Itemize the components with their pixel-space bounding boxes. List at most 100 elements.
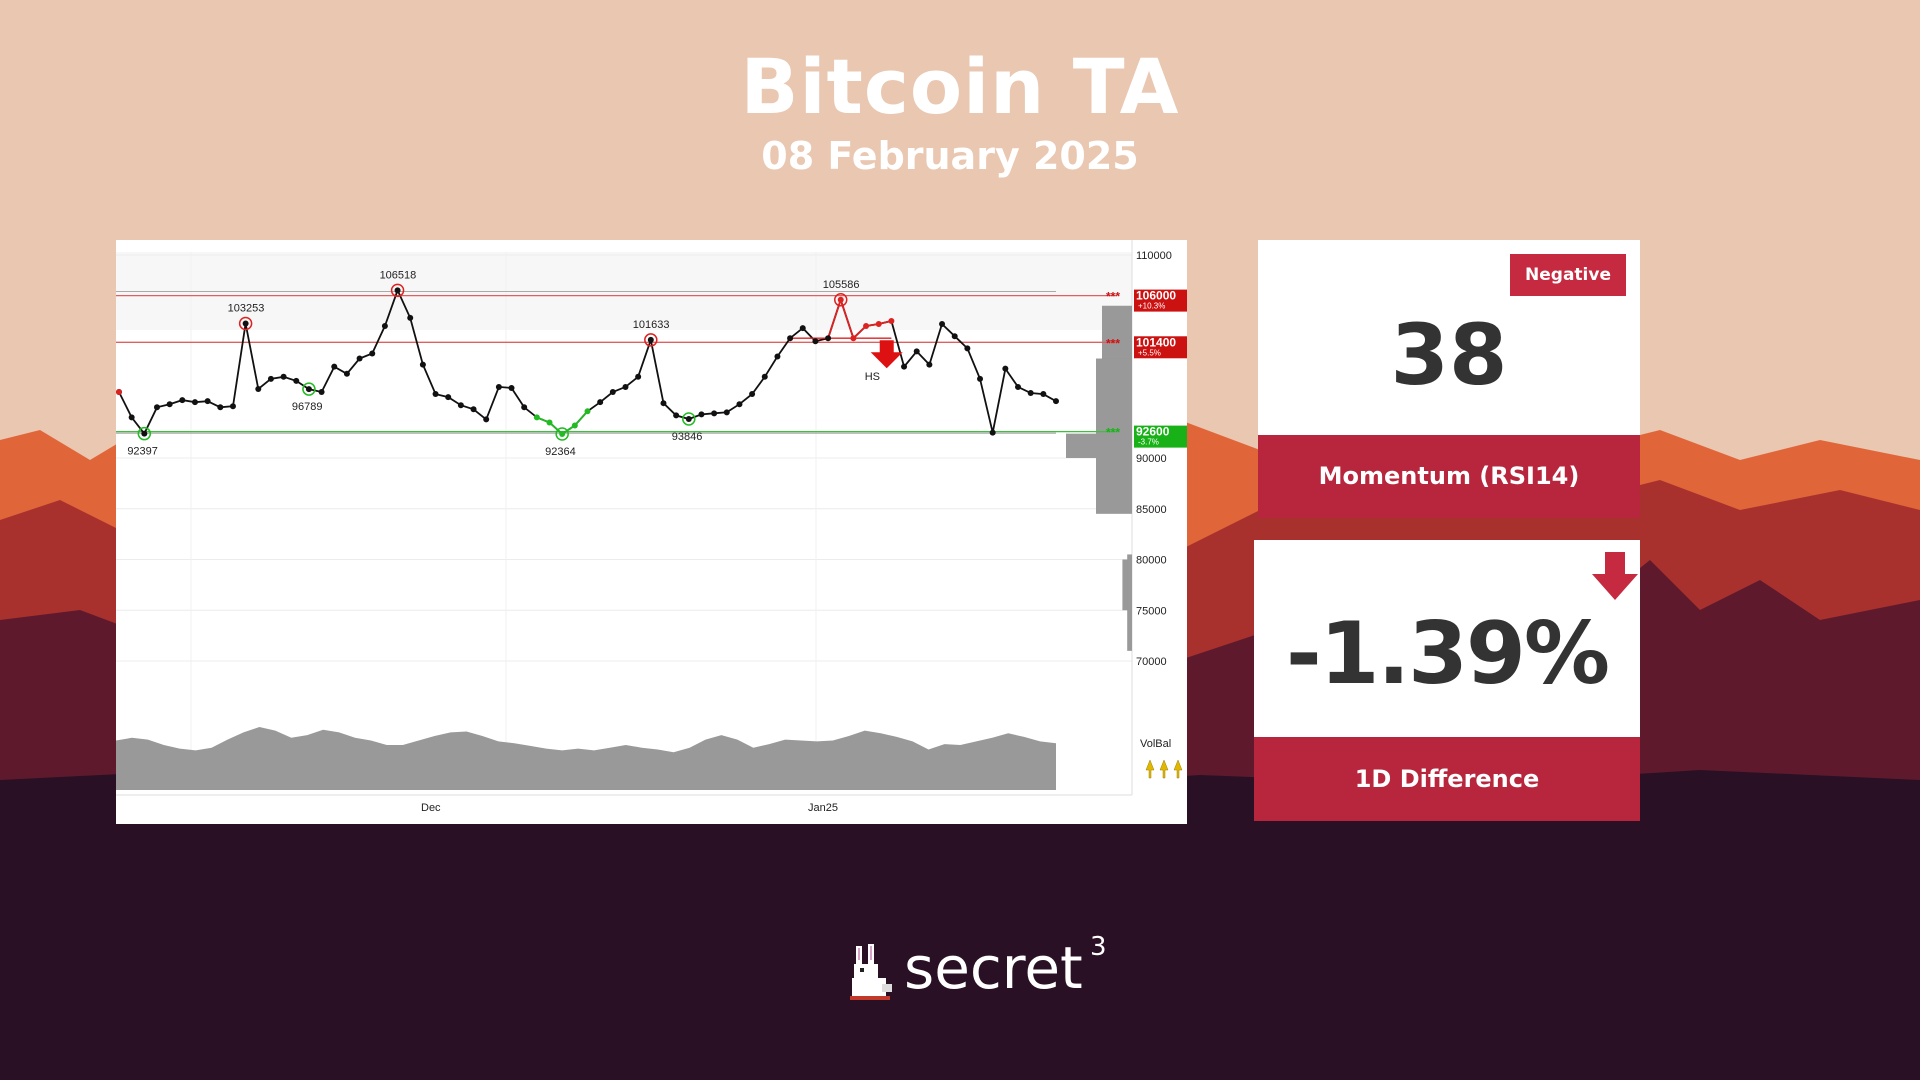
price-point [331,363,338,370]
price-point [837,296,844,303]
price-point [685,415,692,422]
swing-low-label: 92364 [545,446,576,458]
price-point [711,410,718,417]
brand-superscript: 3 [1090,932,1107,962]
price-point [609,389,616,396]
price-point [242,320,249,327]
swing-low-marker [682,412,696,426]
price-point [318,389,325,396]
volbal-arrow-icon [1173,759,1183,779]
price-point [419,361,426,368]
price-point [381,323,388,330]
brand-name: secret [904,934,1083,1002]
level-value: 92600 [1136,425,1170,439]
price-point [116,389,122,396]
price-point [749,391,756,398]
y-tick-label: 110000 [1136,250,1172,262]
price-point [698,411,705,418]
price-point [926,361,933,368]
level-value: 101400 [1136,335,1176,349]
swing-low-marker [555,427,569,441]
swing-high-marker [390,283,405,298]
price-point [1015,383,1022,390]
price-point [255,385,262,392]
price-point [305,386,312,393]
price-point [394,287,401,294]
price-point [369,350,376,357]
price-point [407,314,414,321]
level-marker: *** [1106,426,1120,440]
rsi-status-badge: Negative [1510,254,1626,296]
rabbit-icon [850,944,892,1000]
difference-label: 1D Difference [1254,737,1640,821]
swing-high-label: 103253 [228,302,265,314]
price-point [1053,398,1059,405]
price-point [559,431,566,438]
price-point [128,414,135,421]
price-point [445,394,452,401]
swing-high-label: 106518 [380,269,417,281]
price-point [179,397,186,404]
price-point [825,335,832,342]
difference-card: -1.39% [1254,540,1640,737]
price-point [293,377,300,384]
y-tick-label: 85000 [1136,504,1167,516]
y-tick-label: 70000 [1136,656,1167,668]
volume-profile-bar [1127,554,1132,651]
price-point [533,414,540,421]
price-point [495,383,502,390]
price-point [774,353,781,360]
price-point [141,430,148,437]
price-point [901,363,908,370]
price-chart-panel: 70000 75000 80000 85000 90000 110000 Dec Jan25 *… [116,240,1187,824]
price-point [875,321,882,328]
level-marker: *** [1106,290,1120,304]
price-point [761,373,768,380]
level-tag [1134,425,1187,448]
price-point [1027,390,1034,397]
price-point [977,375,984,382]
price-point [736,401,743,408]
price-point [546,419,553,426]
price-point [432,391,439,398]
level-tag [1134,289,1187,312]
level-marker: *** [1106,336,1120,350]
level-value: 106000 [1136,289,1176,303]
volbal-arrow-icon [1145,759,1155,779]
price-point [635,373,642,380]
price-point [267,375,274,382]
price-point [229,403,236,410]
volbal-arrow-icon [1159,759,1169,779]
price-chart: 70000 75000 80000 85000 90000 110000 Dec Jan25 *… [116,240,1187,814]
rsi-label: Momentum (RSI14) [1258,435,1640,518]
price-point [951,333,958,340]
page-date: 08 February 2025 [761,134,1139,178]
price-point [470,406,477,413]
swing-high-marker [238,316,253,331]
chart-top-band [116,252,1132,330]
price-point [799,325,806,332]
sell-arrow-icon [870,340,903,369]
price-point [787,335,794,342]
page-title: Bitcoin TA [740,42,1180,131]
swing-low-label: 96789 [292,401,323,413]
price-point [571,422,578,429]
y-tick-label: 75000 [1136,605,1167,617]
price-point [989,429,996,436]
price-point [1002,365,1009,372]
support-touch-line [536,410,589,436]
swing-low-marker [137,426,152,441]
price-point [647,336,654,343]
swing-high-label: 101633 [633,319,670,331]
swing-low-label: 92397 [127,446,158,458]
price-point [1040,391,1047,398]
price-point [939,321,946,328]
price-point [850,335,857,342]
x-tick-label: Dec [421,802,441,814]
down-arrow-icon [1592,552,1638,600]
price-point [723,409,730,416]
price-point [356,355,363,362]
swing-high-marker [644,333,658,347]
volume-area [116,727,1056,790]
level-tag [1134,336,1187,359]
